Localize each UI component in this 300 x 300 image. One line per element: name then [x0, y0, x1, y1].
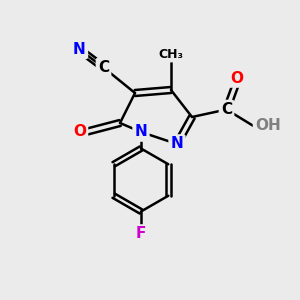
Text: N: N	[135, 124, 147, 140]
Text: N: N	[73, 42, 86, 57]
Text: C: C	[221, 102, 232, 117]
Text: N: N	[171, 136, 183, 152]
Text: OH: OH	[255, 118, 281, 134]
Text: CH₃: CH₃	[158, 47, 184, 61]
Text: F: F	[136, 226, 146, 242]
Text: C: C	[98, 60, 109, 75]
Text: O: O	[73, 124, 86, 140]
Text: O: O	[230, 70, 244, 86]
